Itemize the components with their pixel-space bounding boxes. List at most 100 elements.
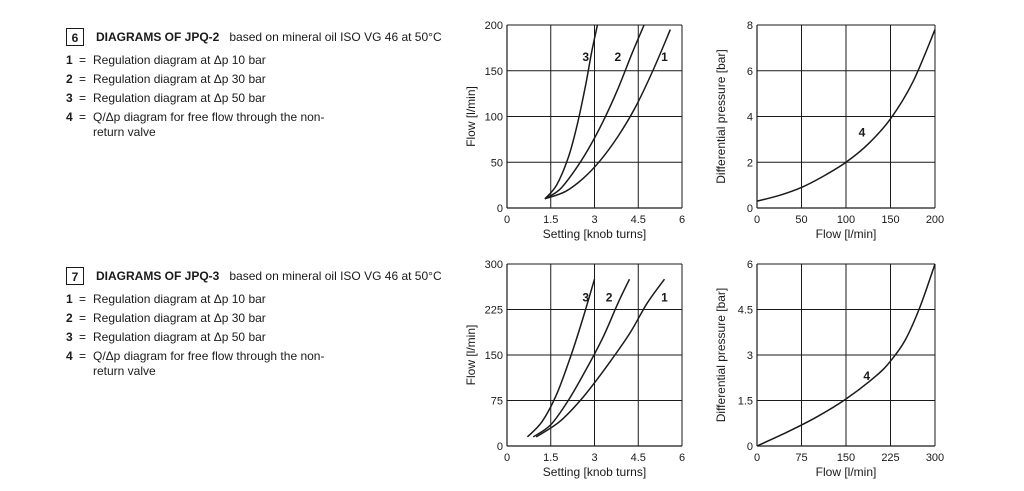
x-tick-label: 0 [754, 452, 760, 464]
item-number: 1 [66, 53, 73, 67]
item-number: 3 [66, 91, 73, 105]
y-tick-label: 6 [747, 66, 753, 78]
item-number: 1 [66, 292, 73, 306]
x-tick-label: 200 [926, 214, 944, 226]
item-text: Regulation diagram at Δp 30 bar [93, 72, 266, 86]
item-text: Q/Δp diagram for free flow through the n… [93, 110, 325, 139]
section-title: DIAGRAMS OF JPQ-3 [96, 269, 220, 283]
x-tick-label: 75 [795, 452, 807, 464]
y-tick-label: 300 [485, 259, 503, 271]
y-axis-label: Differential pressure [bar] [714, 49, 728, 184]
item-number: 4 [66, 110, 73, 124]
series-line-3 [526, 278, 596, 438]
curve-label: 2 [614, 50, 621, 64]
x-tick-label: 6 [679, 452, 685, 464]
series-line-3 [544, 24, 599, 200]
series-line-2 [544, 24, 645, 200]
y-axis-label: Differential pressure [bar] [714, 288, 728, 423]
x-tick-label: 150 [881, 214, 899, 226]
x-axis-label: Setting [knob turns] [543, 227, 646, 241]
y-axis-label: Flow [l/min] [464, 325, 478, 386]
list-item: 2 = Regulation diagram at Δp 30 bar [66, 309, 466, 328]
series-line-1 [535, 278, 666, 438]
x-tick-label: 6 [679, 214, 685, 226]
x-tick-label: 225 [881, 452, 899, 464]
series-line-1 [544, 29, 672, 200]
list-item: 1 = Regulation diagram at Δp 10 bar [66, 51, 466, 70]
curve-label: 3 [582, 50, 589, 64]
item-equals: = [79, 349, 87, 363]
item-text: Regulation diagram at Δp 10 bar [93, 292, 266, 306]
x-tick-label: 3 [591, 214, 597, 226]
y-axis-label: Flow [l/min] [464, 86, 478, 147]
item-equals: = [79, 292, 87, 306]
list-item: 3 = Regulation diagram at Δp 50 bar [66, 89, 466, 108]
series-line-2 [532, 278, 631, 438]
series-line-4 [756, 263, 936, 447]
chart-2: 0 50 100 150 200 0 2 4 6 8 Flow [l/min] Differentia… [714, 20, 944, 241]
chart-4: 0 75 150 225 300 0 1.5 3 4.5 6 Flow [l/min] Differe… [714, 259, 944, 479]
item-number: 4 [66, 349, 73, 363]
y-tick-label: 0 [747, 441, 753, 453]
section-header: 6 DIAGRAMS OF JPQ-2 based on mineral oil… [66, 27, 466, 47]
x-tick-label: 100 [837, 214, 855, 226]
y-tick-label: 0 [747, 203, 753, 215]
item-equals: = [79, 53, 87, 67]
list-item: 2 = Regulation diagram at Δp 30 bar [66, 70, 466, 89]
chart-3: 0 1.5 3 4.5 6 0 75 150 225 300 Setting [knob turns… [464, 259, 685, 479]
section-jpq2: 6 DIAGRAMS OF JPQ-2 based on mineral oil… [66, 27, 466, 140]
section-subtitle: based on mineral oil ISO VG 46 at 50°C [229, 269, 442, 283]
chart-1: 0 1.5 3 4.5 6 0 50 100 150 200 Setting [knob turns… [464, 20, 685, 241]
y-tick-label: 150 [485, 350, 503, 362]
series-line-4 [756, 29, 936, 202]
item-text: Q/Δp diagram for free flow through the n… [93, 349, 325, 378]
legend-list: 1 = Regulation diagram at Δp 10 bar 2 = Regu… [66, 51, 466, 140]
section-jpq3: 7 DIAGRAMS OF JPQ-3 based on mineral oil… [66, 266, 466, 379]
item-text: Regulation diagram at Δp 30 bar [93, 311, 266, 325]
x-tick-label: 0 [504, 214, 510, 226]
y-tick-label: 200 [485, 20, 503, 32]
y-tick-label: 0 [497, 441, 503, 453]
y-tick-label: 4.5 [738, 305, 753, 317]
x-tick-label: 1.5 [543, 214, 558, 226]
y-tick-label: 1.5 [738, 396, 753, 408]
item-number: 3 [66, 330, 73, 344]
y-tick-label: 75 [491, 396, 503, 408]
curve-label: 2 [606, 290, 613, 304]
y-tick-label: 4 [747, 112, 753, 124]
y-tick-label: 0 [497, 203, 503, 215]
y-tick-label: 50 [491, 157, 503, 169]
list-item: 4 = Q/Δp diagram for free flow through the… [66, 108, 466, 140]
item-equals: = [79, 72, 87, 86]
item-text: Regulation diagram at Δp 10 bar [93, 53, 266, 67]
list-item: 4 = Q/Δp diagram for free flow through the… [66, 347, 466, 379]
x-axis-label: Flow [l/min] [816, 465, 877, 479]
x-tick-label: 4.5 [631, 214, 646, 226]
list-item: 1 = Regulation diagram at Δp 10 bar [66, 290, 466, 309]
section-number: 7 [66, 267, 84, 285]
item-number: 2 [66, 72, 73, 86]
item-equals: = [79, 330, 87, 344]
curve-label: 1 [661, 290, 668, 304]
legend-list: 1 = Regulation diagram at Δp 10 bar 2 = Regu… [66, 290, 466, 379]
y-tick-label: 150 [485, 66, 503, 78]
x-tick-label: 3 [591, 452, 597, 464]
y-tick-label: 3 [747, 350, 753, 362]
y-tick-label: 100 [485, 112, 503, 124]
item-text: Regulation diagram at Δp 50 bar [93, 91, 266, 105]
y-tick-label: 6 [747, 259, 753, 271]
section-header: 7 DIAGRAMS OF JPQ-3 based on mineral oil… [66, 266, 466, 286]
list-item: 3 = Regulation diagram at Δp 50 bar [66, 328, 466, 347]
y-tick-label: 225 [485, 305, 503, 317]
x-tick-label: 150 [837, 452, 855, 464]
y-tick-label: 2 [747, 157, 753, 169]
x-axis-label: Setting [knob turns] [543, 465, 646, 479]
section-number: 6 [66, 28, 84, 46]
x-tick-label: 0 [504, 452, 510, 464]
item-number: 2 [66, 311, 73, 325]
item-text: Regulation diagram at Δp 50 bar [93, 330, 266, 344]
curve-label: 4 [863, 369, 870, 383]
item-equals: = [79, 91, 87, 105]
x-tick-label: 300 [926, 452, 944, 464]
